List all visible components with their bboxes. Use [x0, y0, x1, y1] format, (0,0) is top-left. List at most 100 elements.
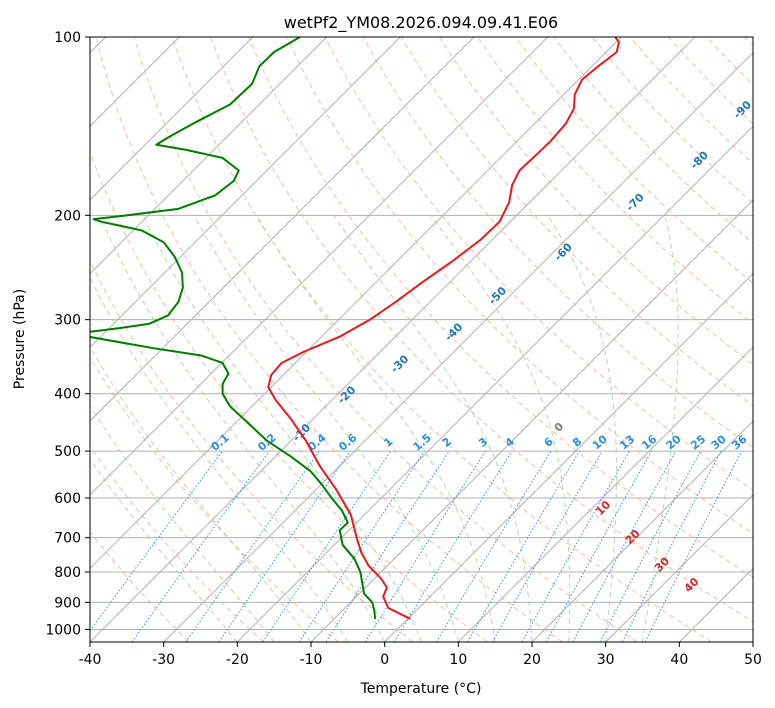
- level-label: 20: [623, 527, 643, 547]
- y-tick-label: 100: [54, 30, 81, 46]
- isotherm-0: [384, 272, 753, 642]
- y-tick-label: 1000: [45, 622, 81, 638]
- mixing-ratio-label: 0.1: [209, 431, 232, 453]
- mixing-ratio-line: [325, 450, 450, 642]
- height-label: -80: [688, 148, 711, 171]
- isotherm--90: [90, 37, 328, 275]
- dry-adiabat: [90, 445, 264, 642]
- moist-adiabat: [255, 215, 496, 642]
- isotherm--70: [90, 37, 475, 422]
- y-axis-label: Pressure (hPa): [12, 289, 28, 389]
- axes-layer: -40 -30 -20 -10 0 10 20 30 40 5010020030040050060…: [45, 30, 762, 668]
- height-label: -70: [624, 190, 647, 213]
- x-tick-label: 50: [744, 652, 762, 668]
- mixing-ratio-line: [599, 450, 701, 642]
- x-tick-label: 20: [523, 652, 541, 668]
- height-label: -50: [486, 284, 509, 307]
- mixing-ratio-line: [621, 450, 722, 642]
- mixing-ratio-line: [364, 450, 486, 642]
- chart-title: wetPf2_YM08.2026.094.09.41.E06: [284, 13, 558, 33]
- mixing-ratio-label: 6: [542, 435, 556, 450]
- dry-adiabat: [210, 37, 753, 623]
- mixing-ratio-line: [131, 450, 270, 642]
- mixing-ratio-label: 16: [639, 432, 659, 452]
- isotherm--20: [236, 125, 753, 642]
- mixing-ratio-label: 3: [476, 435, 490, 450]
- mixing-ratio-label: 13: [617, 433, 637, 453]
- height-label: -90: [731, 98, 754, 121]
- mixing-ratio-line: [545, 450, 653, 642]
- y-tick-label: 300: [54, 313, 81, 329]
- series-line-dewpoint: [90, 37, 377, 620]
- x-tick-label: -40: [79, 652, 102, 668]
- moist-adiabat: [90, 345, 312, 642]
- mixing-ratio-line: [90, 450, 223, 632]
- moist-adiabat: [90, 405, 275, 642]
- y-tick-label: 800: [54, 565, 81, 581]
- moist-adiabat: [142, 215, 422, 642]
- mixing-ratio-label: 8: [570, 435, 584, 450]
- mixing-ratio-line: [435, 450, 552, 642]
- moist-adiabat: [430, 215, 571, 642]
- isotherm-30: [605, 493, 753, 642]
- y-tick-label: 700: [54, 531, 81, 547]
- mixing-ratio-line: [218, 450, 351, 642]
- moist-adiabat: [90, 458, 238, 642]
- dry-adiabat: [90, 259, 414, 642]
- dry-adiabat: [706, 37, 753, 86]
- height-label: -30: [388, 352, 411, 375]
- mixing-ratio-label: 20: [664, 432, 684, 452]
- mixing-ratio-line: [262, 450, 392, 642]
- dry-adiabat: [744, 37, 753, 47]
- moist-adiabat: [547, 215, 618, 642]
- isotherm--60: [90, 37, 549, 496]
- grid-layer: 0.10.20.40.611.52346810131620253036-100-…: [90, 37, 754, 642]
- y-tick-label: 500: [54, 444, 81, 460]
- height-label: -40: [442, 320, 465, 343]
- mixing-ratio-line: [393, 450, 513, 642]
- mixing-ratio-line: [298, 450, 425, 642]
- mixing-ratio-label: 1.5: [411, 431, 434, 453]
- mixing-ratio-line: [521, 450, 630, 642]
- dry-adiabat: [95, 37, 563, 642]
- isotherm-50: [752, 641, 753, 642]
- x-tick-label: -20: [226, 652, 249, 668]
- y-tick-label: 200: [54, 208, 81, 224]
- mixing-ratio-label: 36: [730, 432, 750, 452]
- moist-adiabat: [90, 276, 349, 642]
- mixing-ratio-line: [185, 450, 320, 642]
- y-tick-label: 400: [54, 387, 81, 403]
- dry-adiabat: [591, 37, 753, 204]
- mixing-ratio-line: [644, 450, 743, 642]
- mixing-ratio-label: 0.2: [255, 431, 278, 453]
- dry-adiabat: [171, 37, 712, 642]
- plot-frame: [89, 36, 754, 643]
- moist-adiabat: [193, 215, 459, 642]
- y-tick-label: 900: [54, 595, 81, 611]
- dry-adiabat: [553, 37, 753, 244]
- x-tick-label: -30: [152, 652, 175, 668]
- dry-adiabat: [248, 37, 753, 578]
- series-layer: [90, 37, 620, 620]
- y-tick-label: 600: [54, 491, 81, 507]
- mixing-ratio-line: [467, 450, 580, 642]
- dry-adiabat: [133, 37, 638, 642]
- x-tick-label: -10: [300, 652, 323, 668]
- height-label: -60: [552, 240, 575, 263]
- mixing-ratio-label: 0.6: [336, 431, 360, 454]
- mixing-ratio-label: 10: [590, 432, 610, 452]
- isotherm--80: [90, 37, 401, 349]
- isotherm--40: [90, 37, 696, 642]
- dry-adiabat: [286, 37, 753, 534]
- mixing-ratio-label: 30: [709, 432, 729, 452]
- dry-adiabat: [90, 531, 190, 642]
- dry-adiabat: [515, 37, 753, 284]
- x-tick-label: 30: [597, 652, 615, 668]
- isotherm--100: [90, 37, 254, 201]
- series-line-temperature: [267, 37, 620, 620]
- isotherm--10: [310, 199, 753, 642]
- mixing-ratio-label: 1: [381, 435, 395, 450]
- isotherm-10: [457, 346, 753, 642]
- isotherm-40: [678, 567, 753, 642]
